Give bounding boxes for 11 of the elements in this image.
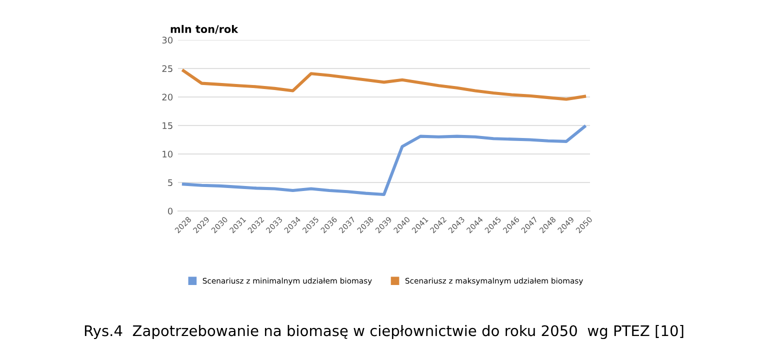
y-tick-label: 5	[168, 179, 172, 186]
text: Rys.4 Zapotrzebowanie na biomasę w ciepłownictwie do roku 2050 wg PTEZ [10]	[84, 324, 684, 340]
line-series	[182, 69, 586, 101]
y-tick-label: 25	[162, 65, 172, 72]
line-series	[182, 125, 586, 196]
y-tick-label: 10	[162, 150, 173, 158]
y-axis-title: mln ton/rok	[170, 24, 238, 34]
y-tick-label: 30	[162, 36, 173, 44]
y-tick-label: 15	[162, 122, 172, 130]
y-tick-label: 0	[168, 208, 173, 215]
y-tick-label: 20	[162, 94, 173, 101]
